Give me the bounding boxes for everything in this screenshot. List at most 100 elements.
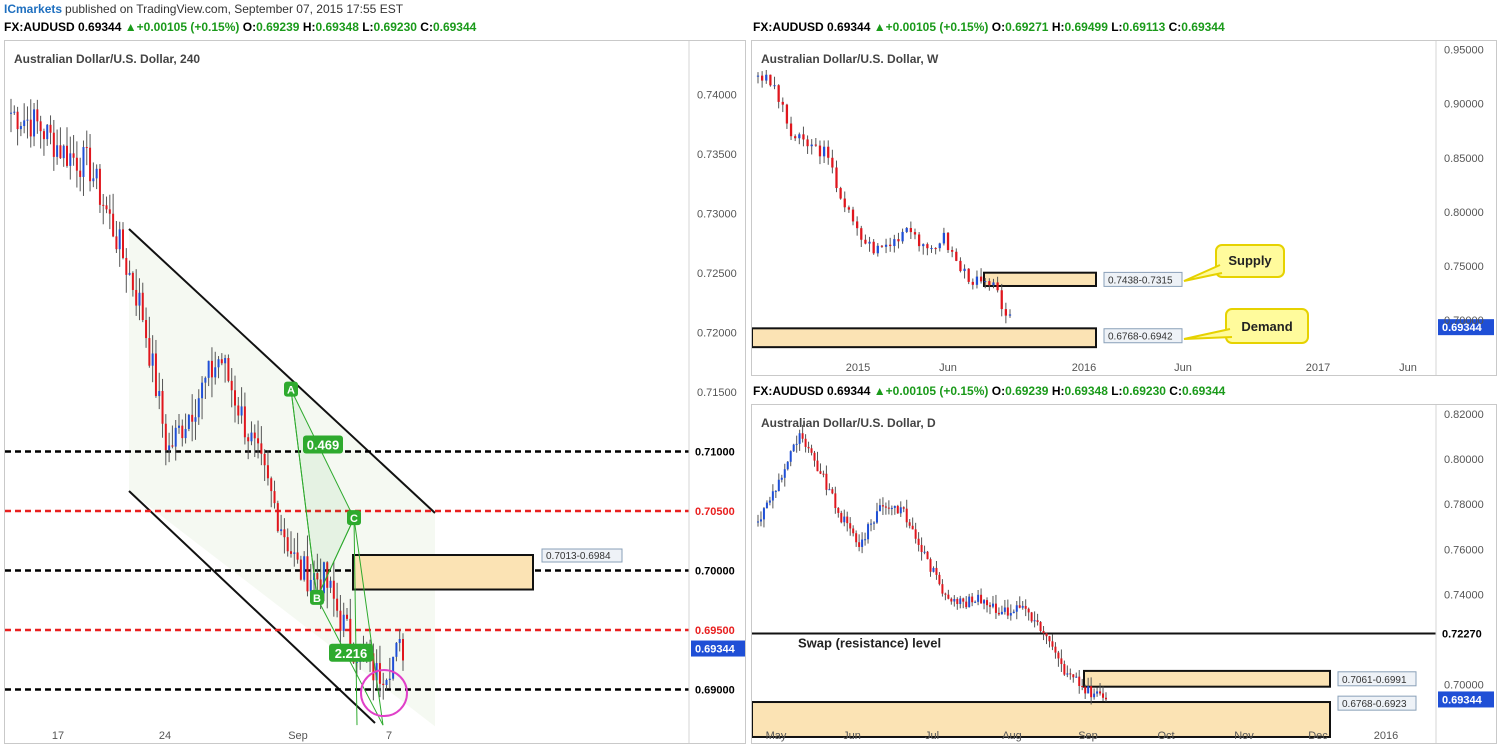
x-tick-label: Jun [843,730,861,742]
candle [922,244,925,247]
h4-chart[interactable]: 0.71000 0.70500 0.70000 0.69500 0.69000 0.701… [5,41,747,743]
swap-level-note: Swap (resistance) level [798,635,941,650]
candle [112,213,115,237]
candle [1072,674,1075,678]
harmonic-legs [290,389,384,726]
x-tick-label: Dec [1308,730,1328,742]
zone-label: 0.7438-0.7315 [1108,275,1173,286]
candle [39,121,42,132]
candle [227,358,230,381]
candle [899,507,902,514]
candle [1018,605,1021,608]
candle [789,451,792,462]
y-tick-label: 0.78000 [1444,499,1484,511]
candle [168,445,171,451]
candle [858,542,861,547]
ratio-label: 2.216 [335,646,368,661]
candle [1075,676,1078,678]
h4-chart-panel[interactable]: 0.71000 0.70500 0.70000 0.69500 0.69000 0.701… [4,40,747,744]
zone-box [352,554,534,591]
demand-callout-tail [1183,328,1233,340]
weekly-chart[interactable]: 0.7438-0.7315 0.6768-0.6942 Supply Demand 0.… [751,41,1496,375]
candle [905,228,908,232]
candle [983,600,986,604]
x-tick-label: Sep [1078,730,1098,742]
candle [795,443,798,445]
level-label: 0.69000 [695,684,735,696]
candle [247,437,250,442]
candle [955,251,958,261]
candle [388,678,391,680]
candle [851,209,855,222]
candle [309,579,312,592]
candle [953,598,956,602]
candle [837,508,840,513]
brand-link[interactable]: ICmarkets [4,2,63,16]
candle [197,398,200,418]
candle [1054,646,1057,653]
candle [138,292,141,306]
daily-chart-panel[interactable]: Swap (resistance) level 0.72270 0.7061-0.6… [751,404,1497,744]
candle [828,489,831,491]
candle [911,525,914,530]
candle [852,528,855,534]
x-tick-label: Jul [925,730,939,742]
candle [263,453,266,466]
y-tick-label: 0.70000 [1444,680,1484,692]
candle [979,276,983,282]
y-tick-label: 0.80000 [1444,207,1484,219]
symbol[interactable]: FX:AUDUSD [753,20,824,34]
current-price-label-bg [691,640,747,657]
candle [220,359,223,364]
candle [36,109,39,122]
daily-header: FX:AUDUSD 0.69344 ▲+0.00105 (+0.15%) O:0… [753,384,1226,398]
current-price-label: 0.69344 [1442,694,1483,706]
candle [1006,607,1009,616]
x-tick-label: 2015 [846,362,870,374]
candle [963,268,966,272]
candle [938,243,941,249]
candle [867,524,870,540]
candle [896,505,899,514]
symbol[interactable]: FX:AUDUSD [4,20,75,34]
harmonic-point-b-bg [310,589,324,605]
candle [917,538,920,545]
candle [230,380,233,391]
candle [984,281,987,283]
candle [878,505,881,512]
candle [935,567,938,575]
candle [1003,607,1006,612]
candle [108,209,111,214]
candle [835,167,838,189]
candle [938,574,941,585]
level-label: 0.71000 [695,446,735,458]
candle [1045,633,1048,637]
candle [1021,605,1024,608]
ratio-label: 0.469 [307,438,340,453]
symbol[interactable]: FX:AUDUSD [753,384,824,398]
supply-callout-tail [1183,264,1223,282]
candle [884,244,888,247]
supply-callout [1215,244,1285,278]
candle [1012,611,1015,614]
candle [253,432,256,439]
candle [932,567,935,572]
x-tick-label: Nov [1234,730,1254,742]
candle [773,85,776,87]
candle [306,556,309,592]
weekly-chart-panel[interactable]: 0.7438-0.7315 0.6768-0.6942 Supply Demand 0.… [751,40,1497,376]
candle [52,132,55,157]
candle [299,559,302,580]
candle [816,460,819,472]
candle [62,145,65,159]
candle [762,508,765,520]
candle [398,639,401,643]
candle [1069,673,1072,675]
candle [864,539,867,541]
daily-chart[interactable]: Swap (resistance) level 0.72270 0.7061-0.6… [751,405,1496,743]
harmonic-point-a: A [287,385,295,397]
level-label-bg [691,681,747,698]
candle [887,507,890,509]
candle [296,552,299,560]
candle [765,74,768,81]
